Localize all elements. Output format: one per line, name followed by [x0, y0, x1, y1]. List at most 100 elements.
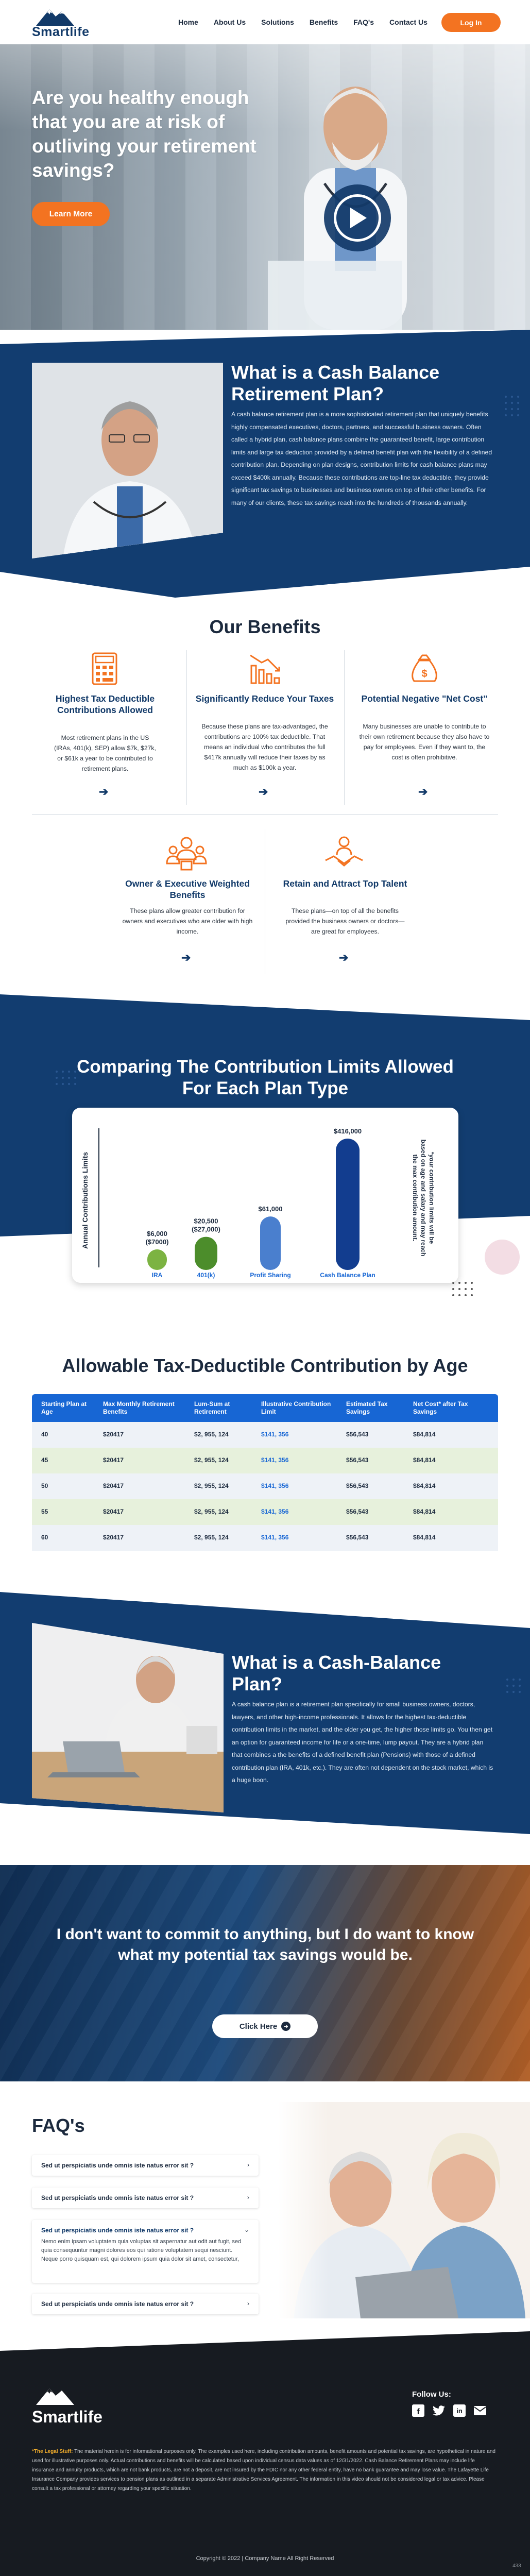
faq-item-3[interactable]: Sed ut perspiciatis unde omnis iste natu… — [32, 2220, 259, 2283]
play-video-button[interactable] — [324, 184, 391, 251]
table-cell: 45 — [41, 1456, 48, 1464]
contribution-bar-chart: Annual Contributions Limits *your contri… — [81, 1127, 435, 1279]
chart-value-label: $61,000 — [259, 1205, 283, 1213]
benefits-title: Our Benefits — [209, 616, 321, 637]
table-cell: $2, 955, 124 — [194, 1456, 229, 1464]
nav-home[interactable]: Home — [178, 18, 198, 26]
table-cell: $141, 356 — [261, 1482, 289, 1489]
table-cell: $141, 356 — [261, 1431, 289, 1438]
table-cell: $84,814 — [413, 1508, 436, 1515]
follow-us-label: Follow Us: — [412, 2390, 451, 2399]
chevron-down-icon: ⌄ — [244, 2226, 249, 2233]
table-cell: $56,543 — [346, 1508, 369, 1515]
table-cell: $20417 — [103, 1456, 124, 1464]
table-cell: $84,814 — [413, 1534, 436, 1541]
cash-balance-title: What is a Cash Balance Retirement Plan? — [231, 362, 440, 404]
faq-item-2[interactable]: Sed ut perspiciatis unde omnis iste natu… — [32, 2188, 259, 2208]
table-cell: 40 — [41, 1431, 48, 1438]
table-cell: $2, 955, 124 — [194, 1482, 229, 1489]
allowable-title: Allowable Tax-Deductible Contribution by… — [62, 1355, 468, 1376]
benefit-arrow-3[interactable]: ➔ — [418, 785, 428, 798]
money-bag-icon: $ — [412, 654, 437, 682]
benefit-title-4: Owner & Executive Weighted Benefits — [125, 878, 250, 900]
benefit-title-5: Retain and Attract Top Talent — [283, 878, 407, 889]
click-here-label: Click Here — [239, 2022, 278, 2031]
calculator-icon — [92, 652, 117, 685]
table-cell: $20417 — [103, 1482, 124, 1489]
table-cell: $56,543 — [346, 1482, 369, 1489]
mountain-logo-icon — [36, 2388, 74, 2405]
elderly-man-laptop-photo — [32, 1623, 224, 1812]
table-cell: $20417 — [103, 1431, 124, 1438]
doctor-portrait-photo — [32, 363, 223, 558]
comparison-title: Comparing The Contribution Limits Allowe… — [77, 1057, 454, 1098]
table-row: 60 $20417 $2, 955, 124 $141, 356 $56,543 $84,… — [32, 1525, 498, 1551]
table-cell: $20417 — [103, 1508, 124, 1515]
table-cell: $84,814 — [413, 1482, 436, 1489]
couple-laptop-photo — [278, 2102, 530, 2318]
table-cell: $56,543 — [346, 1431, 369, 1438]
allowable-table-header: Starting Plan at Age Max Monthly Retirem… — [32, 1394, 498, 1422]
table-cell: $84,814 — [413, 1456, 436, 1464]
smartlife-logo[interactable]: Smartlife — [32, 6, 109, 39]
table-cell: $56,543 — [346, 1534, 369, 1541]
faq-answer: Nemo enim ipsam voluptatem quia voluptas… — [41, 2239, 242, 2262]
nav-contact-us[interactable]: Contact Us — [389, 18, 428, 26]
copyright: Copyright © 2022 | Company Name All Righ… — [196, 2555, 334, 2562]
table-header-cell: Lum-Sum at Retirement — [194, 1400, 230, 1415]
hero-title: Are you healthy enough that you are at r… — [32, 87, 257, 181]
social-links: f in — [412, 2404, 486, 2417]
faq-item-4[interactable]: Sed ut perspiciatis unde omnis iste natu… — [32, 2294, 259, 2314]
benefit-arrow-2[interactable]: ➔ — [259, 785, 268, 798]
arrow-right-icon: ➜ — [281, 2022, 291, 2031]
divider — [344, 650, 345, 805]
chart-value-label: ($27,000) — [192, 1226, 220, 1233]
table-cell: $2, 955, 124 — [194, 1508, 229, 1515]
page-code: 433 — [512, 2563, 521, 2569]
nav-about-us[interactable]: About Us — [213, 18, 246, 26]
benefit-arrow-5[interactable]: ➔ — [339, 951, 349, 964]
nav-faqs[interactable]: FAQ's — [353, 18, 374, 26]
svg-text:$: $ — [421, 668, 427, 680]
chart-y-axis-label: Annual Contributions Limits — [81, 1152, 89, 1249]
cta-background — [0, 1865, 530, 2081]
login-button[interactable]: Log In — [441, 13, 501, 32]
linkedin-icon[interactable]: in — [453, 2404, 466, 2417]
benefit-text-2: Because these plans are tax-advantaged, … — [201, 723, 328, 771]
chart-value-label: $20,500 — [194, 1217, 218, 1225]
table-cell: $56,543 — [346, 1456, 369, 1464]
chart-bar-3 — [260, 1216, 281, 1270]
cta-section: I don't want to commit to anything, but … — [0, 1865, 530, 2081]
footer-top-edge — [0, 2326, 530, 2351]
facebook-icon[interactable]: f — [412, 2404, 424, 2417]
nav-solutions[interactable]: Solutions — [261, 18, 294, 26]
table-row: 50 $20417 $2, 955, 124 $141, 356 $56,543 $84,… — [32, 1473, 498, 1499]
faq-item-1[interactable]: Sed ut perspiciatis unde omnis iste natu… — [32, 2155, 259, 2176]
hero-background — [0, 44, 530, 330]
learn-more-button[interactable]: Learn More — [32, 202, 110, 226]
nav-benefits[interactable]: Benefits — [309, 18, 338, 26]
chevron-right-icon: › — [247, 2194, 249, 2201]
chart-category-label: 401(k) — [197, 1272, 215, 1279]
benefit-text-3: Many businesses are unable to contribute… — [359, 723, 490, 761]
table-cell: $20417 — [103, 1534, 124, 1541]
click-here-button[interactable]: Click Here ➜ — [212, 2014, 318, 2038]
logo-text: Smartlife — [32, 25, 90, 39]
chart-bar-2 — [195, 1236, 217, 1270]
benefit-arrow-4[interactable]: ➔ — [181, 951, 191, 964]
table-cell: $2, 955, 124 — [194, 1431, 229, 1438]
table-row: 55 $20417 $2, 955, 124 $141, 356 $56,543 $84,… — [32, 1499, 498, 1525]
footer-logo[interactable]: Smartlife — [32, 2385, 109, 2427]
mountain-logo-icon — [36, 9, 74, 26]
faq-title: FAQ's — [32, 2115, 85, 2136]
email-icon[interactable] — [474, 2404, 486, 2417]
faq-question: Sed ut perspiciatis unde omnis iste natu… — [41, 2194, 194, 2201]
chart-value-label: ($7000) — [146, 1238, 169, 1246]
site-header: Smartlife Home About Us Solutions Benefi… — [0, 0, 530, 44]
chart-bar-4 — [336, 1139, 360, 1270]
table-row: 45 $20417 $2, 955, 124 $141, 356 $56,543 $84,… — [32, 1448, 498, 1473]
benefit-arrow-1[interactable]: ➔ — [99, 785, 109, 798]
table-row: 40 $20417 $2, 955, 124 $141, 356 $56,543 $84,… — [32, 1422, 498, 1448]
twitter-icon[interactable] — [433, 2404, 445, 2417]
chart-down-icon — [250, 654, 280, 684]
